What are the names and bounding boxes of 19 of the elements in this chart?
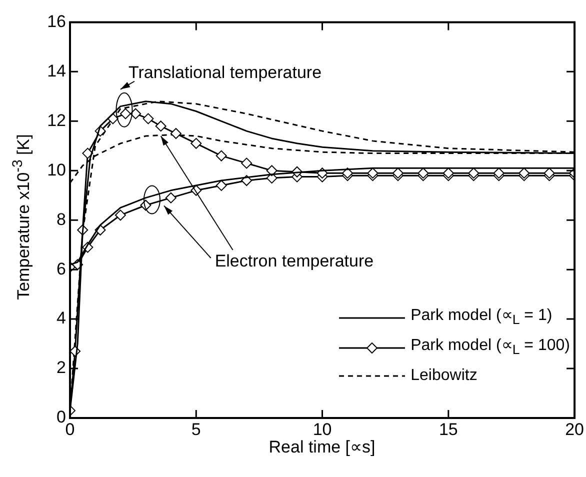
x-tick-label: 20	[565, 420, 584, 439]
y-tick-label: 12	[47, 110, 66, 130]
x-tick-label: 10	[312, 420, 332, 439]
y-tick-label: 0	[56, 408, 66, 427]
y-tick-label: 16	[47, 12, 66, 31]
annotation: Translational temperature	[128, 62, 322, 82]
x-tick-label: 15	[438, 420, 458, 439]
y-tick-label: 2	[56, 358, 66, 378]
x-tick-label: 5	[191, 420, 201, 439]
y-tick-label: 14	[47, 61, 66, 80]
y-tick-label: 4	[56, 308, 66, 328]
legend-label: Park model (∝$_{L}$ = 100)	[410, 336, 570, 359]
y-tick-label: 10	[47, 160, 66, 180]
legend-label: Leibowitz	[410, 366, 478, 386]
x-axis-title: Real time [∝s]	[268, 436, 376, 458]
y-tick-label: 6	[56, 259, 66, 278]
annotation: Electron temperature	[214, 252, 374, 271]
legend-label: Park model (∝$_{L}$ = 1)	[410, 306, 552, 329]
y-tick-label: 8	[56, 210, 66, 229]
